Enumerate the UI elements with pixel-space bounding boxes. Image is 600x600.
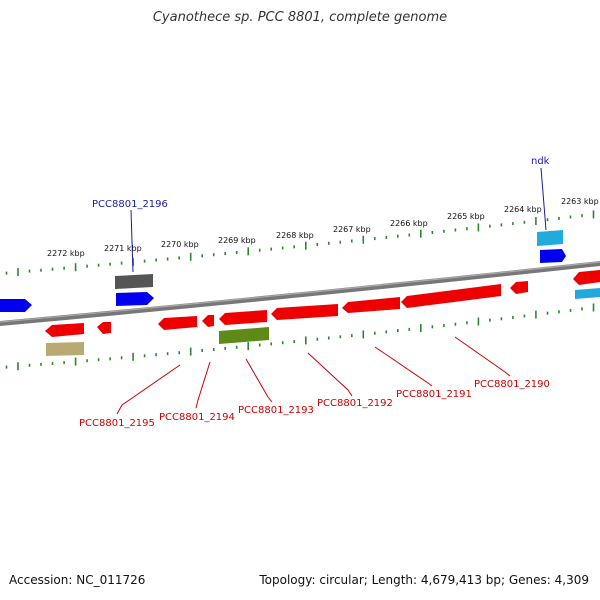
leader-line <box>374 346 433 387</box>
gene-label[interactable]: PCC8801_2196 <box>92 199 168 210</box>
leader-line <box>116 364 181 415</box>
forward-feature-grey[interactable] <box>115 274 153 289</box>
reverse-gene[interactable] <box>45 323 84 337</box>
reverse-gene[interactable] <box>271 304 338 320</box>
leader-line <box>195 361 211 409</box>
scale-label: 2270 kbp <box>161 240 199 249</box>
forward-gene-cyan[interactable] <box>537 230 563 246</box>
genome-backbone <box>0 261 600 327</box>
leader-line <box>130 209 134 273</box>
forward-gene[interactable] <box>540 249 566 263</box>
reverse-feature-olive[interactable] <box>219 327 269 344</box>
reverse-gene[interactable] <box>342 297 400 313</box>
scale-label: 2269 kbp <box>218 236 256 245</box>
scale-labels: 2272 kbp 2271 kbp 2270 kbp 2269 kbp 2268… <box>47 197 599 258</box>
gene-label[interactable]: PCC8801_2195 <box>79 418 155 429</box>
gene-label[interactable]: PCC8801_2191 <box>396 389 472 400</box>
reverse-gene[interactable] <box>202 315 214 327</box>
scale-label: 2272 kbp <box>47 249 85 258</box>
gene-labels: PCC8801_2196 ndk PCC8801_2195 PCC8801_21… <box>79 156 550 429</box>
gene-label[interactable]: PCC8801_2192 <box>317 398 393 409</box>
forward-genes <box>0 230 600 312</box>
topology-text: Topology: circular; Length: 4,679,413 bp… <box>259 573 589 587</box>
reverse-gene[interactable] <box>510 281 528 294</box>
scale-label: 2263 kbp <box>561 197 599 206</box>
reverse-feature-khaki[interactable] <box>46 342 84 356</box>
reverse-gene[interactable] <box>219 310 267 325</box>
inner-tick-track <box>5 303 595 371</box>
forward-gene[interactable] <box>0 299 32 312</box>
map-title: Cyanothece sp. PCC 8801, complete genome <box>152 10 448 25</box>
reverse-gene[interactable] <box>401 284 501 308</box>
gene-label[interactable]: PCC8801_2193 <box>238 405 314 416</box>
gene-label[interactable]: PCC8801_2194 <box>159 412 235 423</box>
accession-text: Accession: NC_011726 <box>9 573 146 587</box>
gene-label[interactable]: ndk <box>531 156 550 167</box>
scale-label: 2271 kbp <box>104 244 142 253</box>
outer-tick-track <box>5 210 595 277</box>
forward-gene[interactable] <box>116 292 154 306</box>
reverse-gene[interactable] <box>573 270 600 285</box>
reverse-gene[interactable] <box>158 316 197 330</box>
scale-label: 2267 kbp <box>333 225 371 234</box>
leader-line <box>245 358 273 403</box>
reverse-gene[interactable] <box>97 322 111 334</box>
scale-label: 2265 kbp <box>447 212 485 221</box>
scale-label: 2266 kbp <box>390 219 428 228</box>
leader-line <box>540 167 547 231</box>
forward-gene-cyan[interactable] <box>575 288 600 299</box>
leader-line <box>307 352 353 397</box>
scale-label: 2268 kbp <box>276 231 314 240</box>
reverse-genes <box>45 270 600 356</box>
scale-label: 2264 kbp <box>504 205 542 214</box>
gene-label[interactable]: PCC8801_2190 <box>474 379 550 390</box>
leader-lines <box>116 167 547 415</box>
genome-backbone-highlight <box>0 261 600 323</box>
leader-line <box>454 336 511 377</box>
